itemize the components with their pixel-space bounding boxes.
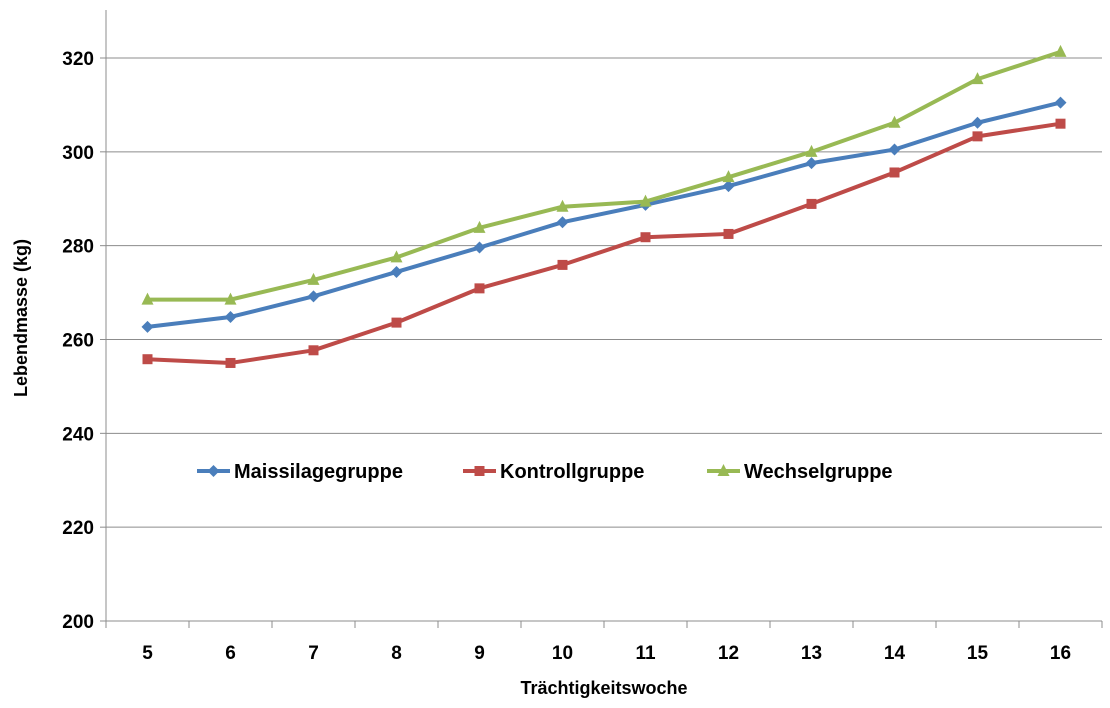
y-tick-label: 320 (62, 49, 94, 70)
data-point (972, 131, 983, 142)
data-point (141, 292, 154, 305)
data-point (391, 317, 402, 328)
series-line (147, 100, 1061, 329)
data-point (473, 241, 486, 254)
legend: Maissilagegruppe Kontrollgruppe Wechselgru… (197, 461, 893, 483)
data-point (556, 216, 569, 229)
data-point (1055, 118, 1066, 129)
gridlines (106, 57, 1102, 528)
x-tick-label: 13 (801, 643, 822, 664)
data-point (805, 157, 818, 170)
x-tick-label: 7 (308, 643, 319, 664)
legend-label: Wechselgruppe (744, 461, 893, 483)
x-tick-label: 16 (1050, 643, 1071, 664)
data-point (390, 250, 403, 263)
x-tick-label: 8 (391, 643, 402, 664)
data-point (224, 310, 237, 323)
legend-item: Wechselgruppe (707, 461, 893, 483)
legend-marker (474, 466, 485, 476)
data-point (971, 72, 984, 85)
data-point (723, 228, 734, 239)
data-point (1054, 96, 1067, 109)
x-tick-label: 9 (474, 643, 485, 664)
x-tick-label: 15 (967, 643, 989, 664)
data-point (557, 259, 568, 270)
series-wechselgruppe (141, 44, 1067, 305)
data-point (722, 180, 735, 193)
data-point (1054, 44, 1067, 57)
data-point (307, 290, 320, 303)
data-point (141, 320, 154, 333)
legend-item: Kontrollgruppe (463, 461, 644, 483)
x-tick-label: 14 (884, 643, 906, 664)
y-tick-labels: 200 220 240 260 280 300 320 (62, 49, 94, 633)
data-point (639, 194, 652, 207)
series-maissilagegruppe (141, 96, 1067, 333)
x-tick-labels: 5 6 7 8 9 10 11 12 13 14 15 16 (142, 643, 1071, 664)
series (141, 44, 1067, 368)
legend-label: Kontrollgruppe (500, 461, 644, 483)
y-axis-title: Lebendmasse (kg) (11, 239, 31, 397)
legend-item: Maissilagegruppe (197, 461, 403, 483)
y-tick-label: 200 (62, 612, 94, 633)
x-tick-label: 5 (142, 643, 153, 664)
y-tick-label: 300 (62, 143, 94, 164)
series-kontrollgruppe (142, 118, 1066, 368)
x-tick-label: 12 (718, 643, 739, 664)
x-tick-label: 6 (225, 643, 236, 664)
x-tick-label: 11 (635, 643, 656, 664)
data-point (307, 272, 320, 285)
data-point (806, 198, 817, 209)
data-point (473, 220, 486, 233)
data-point (888, 143, 901, 156)
legend-marker (207, 465, 220, 477)
y-tick-label: 260 (62, 331, 94, 352)
y-tick-label: 280 (62, 237, 94, 258)
data-point (722, 170, 735, 183)
data-point (225, 357, 236, 368)
data-point (556, 199, 569, 212)
data-point (640, 232, 651, 243)
data-point (308, 345, 319, 356)
data-point (971, 116, 984, 129)
y-tick-label: 240 (62, 424, 94, 445)
x-tick-label: 10 (552, 643, 573, 664)
legend-marker (717, 464, 730, 476)
data-point (888, 115, 901, 128)
x-axis-title: Trächtigkeitswoche (520, 678, 687, 698)
axes (100, 10, 1103, 628)
data-point (889, 167, 900, 178)
data-point (805, 144, 818, 157)
y-tick-label: 220 (62, 518, 94, 539)
data-point (474, 283, 485, 294)
data-point (224, 292, 237, 305)
legend-label: Maissilagegruppe (234, 461, 403, 483)
series-line (147, 121, 1061, 365)
data-point (142, 354, 153, 365)
series-line (147, 50, 1062, 302)
data-point (390, 265, 403, 278)
